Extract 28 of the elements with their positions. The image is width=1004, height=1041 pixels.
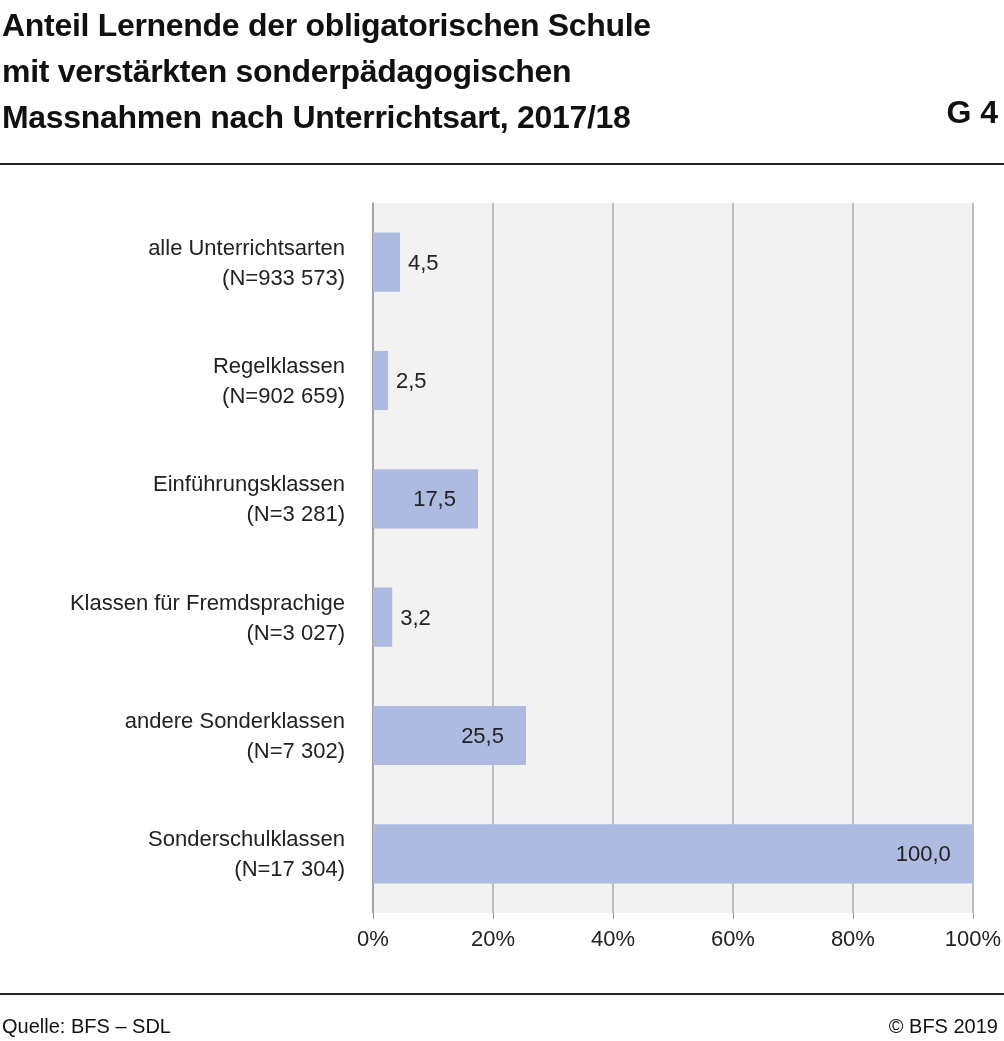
y-tick-label: Klassen für Fremdsprachige (N=3 027) [69, 589, 345, 645]
y-tick-label: andere Sonderklassen (N=7 302) [124, 708, 345, 763]
bar [373, 232, 400, 292]
y-tick-label: Einführungsklassen (N=3 281) [152, 471, 345, 527]
x-tick-label: 0% [357, 925, 389, 951]
text: G 4 [946, 94, 998, 131]
data-label: 3,2 [400, 604, 431, 630]
source-note: Quelle: BFS – SDL [2, 1015, 171, 1038]
data-label: 4,5 [407, 249, 439, 275]
x-tick-label: 100% [944, 925, 1002, 951]
x-tick-label: 20% [470, 925, 515, 951]
x-tick-label: 80% [830, 925, 875, 951]
data-label: 100,0 [895, 841, 951, 867]
data-label: 25,5 [461, 723, 504, 748]
bar [373, 469, 478, 529]
bar [373, 350, 388, 411]
text: © BFS 2019 [888, 1015, 998, 1038]
y-tick-label: Regelklassen (N=902 659) [212, 353, 345, 408]
x-tick-label: 60% [710, 925, 755, 951]
data-label: 2,5 [396, 368, 427, 393]
bar [373, 824, 973, 884]
x-tick-label: 40% [590, 925, 635, 951]
data-label: 17,5 [413, 486, 456, 512]
bar [373, 587, 393, 647]
bar [373, 705, 526, 766]
y-tick-label: alle Unterrichtsarten (N=933 573) [148, 234, 345, 290]
y-tick-label: Sonderschulklassen (N=17 304) [148, 826, 345, 882]
chart-title: Anteil Lernende der obligatorischen Schule mit verstärkten sonderpädagogischen Massnahmen nach Unterrichtsart, 2017/18 [2, 6, 651, 137]
